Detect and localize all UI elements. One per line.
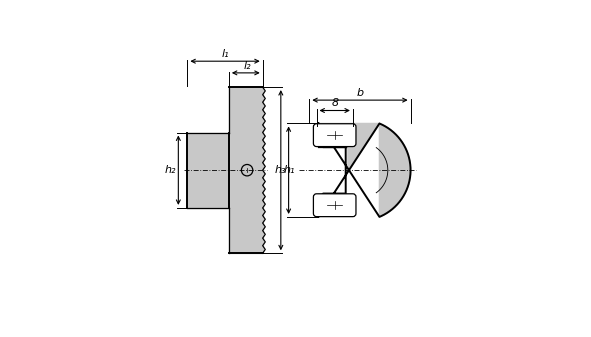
Polygon shape <box>229 87 262 253</box>
Text: l₁: l₁ <box>221 49 229 59</box>
FancyBboxPatch shape <box>313 124 356 147</box>
Text: l₂: l₂ <box>243 61 251 71</box>
Polygon shape <box>319 147 346 193</box>
Polygon shape <box>319 123 411 217</box>
Text: h₁: h₁ <box>284 165 295 175</box>
Text: 8: 8 <box>331 98 338 109</box>
Text: h₃: h₃ <box>275 165 286 175</box>
FancyBboxPatch shape <box>313 194 356 217</box>
Text: h₂: h₂ <box>164 165 176 175</box>
Text: b: b <box>356 88 363 98</box>
Polygon shape <box>187 132 239 208</box>
